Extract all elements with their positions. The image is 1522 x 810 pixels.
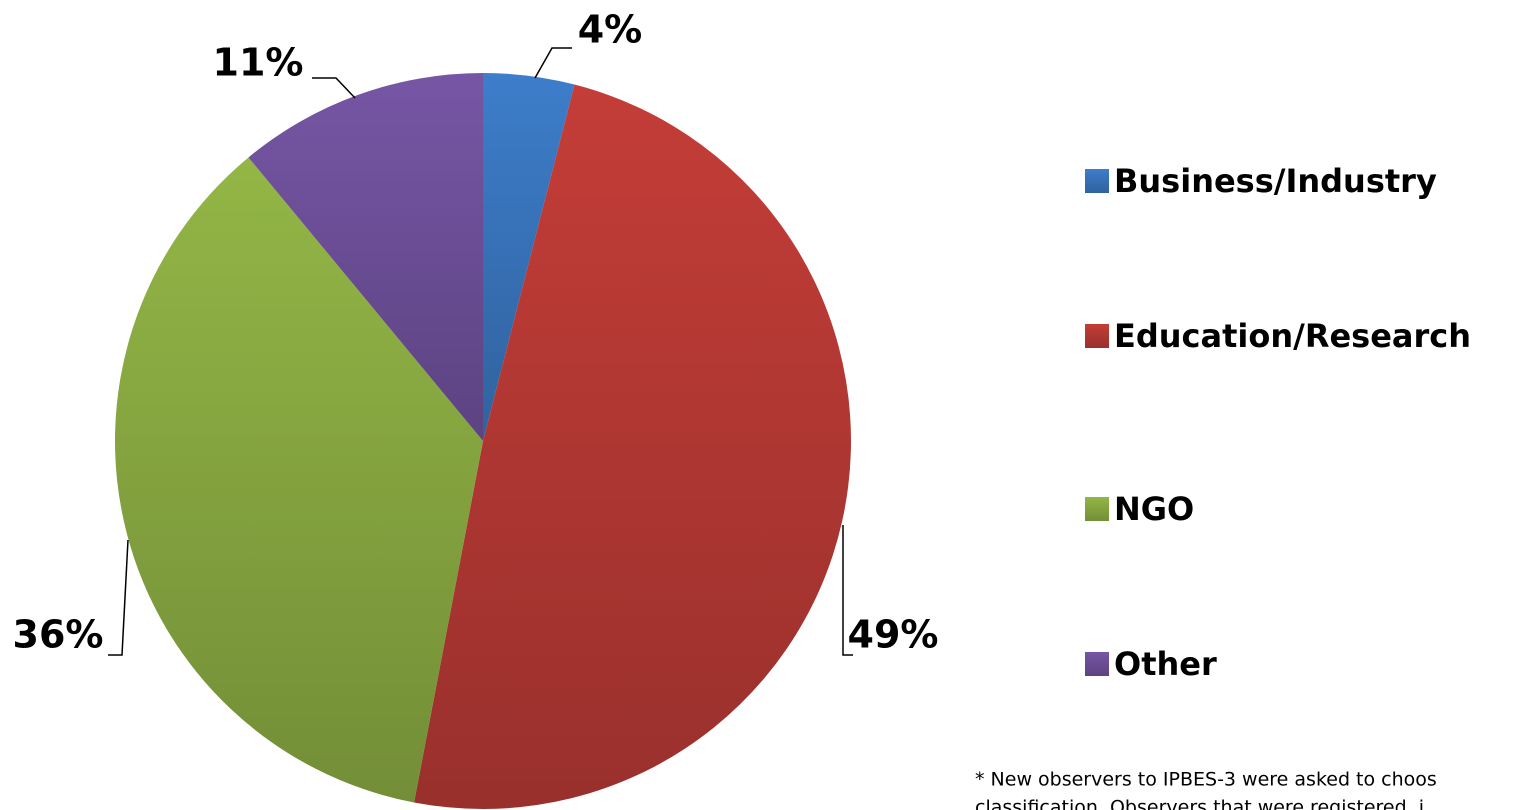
legend-swatch: [1085, 169, 1109, 193]
leader-line: [842, 525, 853, 656]
pie-slice: [483, 73, 575, 441]
data-label: 11%: [213, 41, 304, 85]
leader-lines: [108, 47, 853, 656]
legend-label: NGO: [1114, 490, 1194, 528]
data-label: 4%: [578, 8, 643, 52]
legend-swatch: [1085, 497, 1109, 521]
leader-line: [312, 77, 356, 99]
data-label: 36%: [13, 613, 104, 657]
pie-slice: [414, 84, 852, 810]
data-label: 49%: [848, 613, 939, 657]
leader-line: [108, 539, 129, 656]
footnote: * New observers to IPBES-3 were asked to…: [975, 769, 1437, 791]
legend-swatch: [1085, 652, 1109, 676]
footnote: classification. Observers that were regi…: [975, 797, 1424, 810]
pie-slice: [114, 157, 484, 803]
leader-line: [534, 47, 572, 79]
legend-label: Business/Industry: [1114, 162, 1437, 200]
legend-label: Education/Research: [1114, 317, 1471, 355]
legend-label: Other: [1114, 645, 1217, 683]
pie-slice: [248, 73, 483, 441]
legend-swatch: [1085, 324, 1109, 348]
